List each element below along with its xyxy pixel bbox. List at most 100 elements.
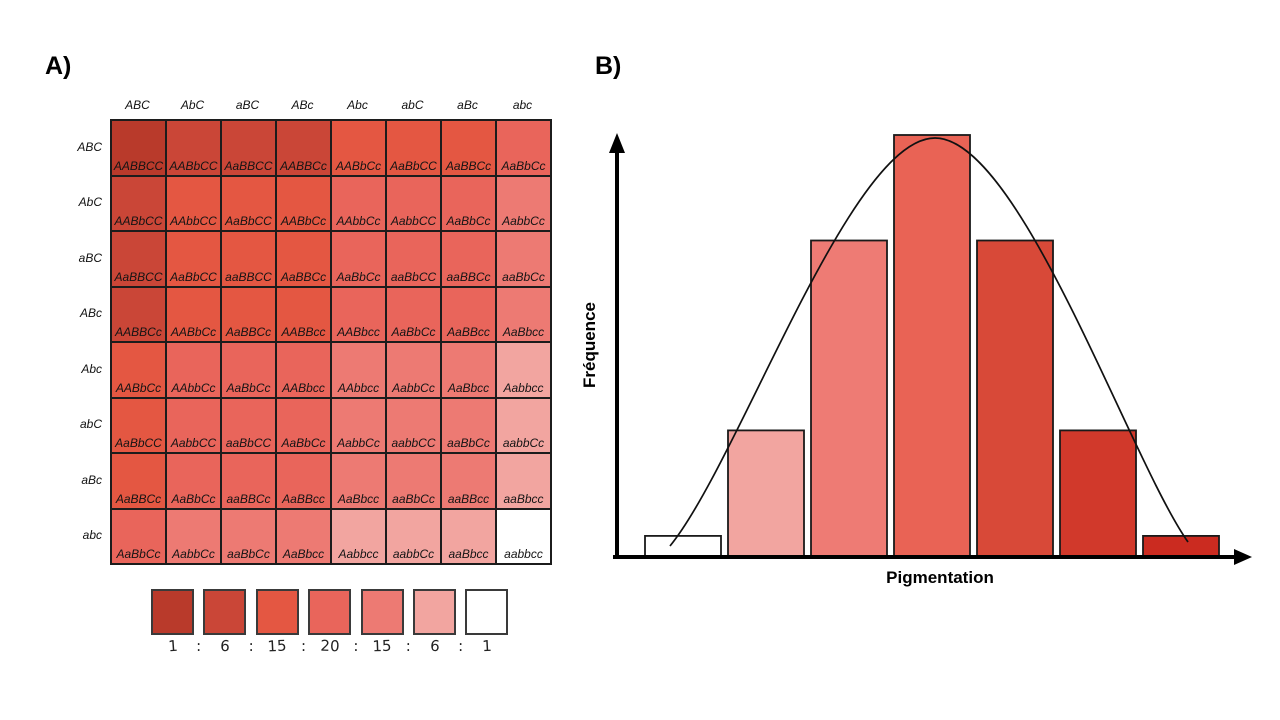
punnett-col-header: ABC — [125, 98, 150, 112]
y-axis-arrowhead — [609, 133, 625, 153]
legend-swatch — [413, 589, 456, 635]
punnett-cell: aaBBCc — [441, 231, 496, 287]
punnett-cell: AaBbCc — [331, 231, 386, 287]
normal-distribution-curve — [669, 137, 1189, 547]
punnett-cell: AaBbCC — [386, 120, 441, 176]
punnett-cell: AABBcc — [276, 286, 331, 342]
legend-swatch — [360, 589, 404, 635]
punnett-cell: AabbCC — [166, 397, 221, 453]
histogram-bar — [1142, 535, 1220, 558]
histogram-bar — [976, 239, 1054, 558]
ratio-separator: : — [353, 637, 359, 655]
x-axis-label: Pigmentation — [886, 568, 994, 587]
punnett-cell: AaBBCc — [276, 231, 331, 287]
punnett-cell: AABBCc — [276, 120, 331, 176]
punnett-cell: AaBbCc — [496, 120, 551, 176]
punnett-cell: AabbCC — [386, 175, 441, 231]
punnett-cell: AaBbcc — [331, 453, 386, 509]
punnett-cell: Aabbcc — [496, 342, 551, 398]
punnett-cell: AaBbcc — [496, 286, 551, 342]
punnett-cell: aaBbCc — [496, 231, 551, 287]
legend-swatch — [308, 589, 352, 635]
punnett-cell: AaBbCc — [111, 508, 166, 564]
punnett-cell: AABbCc — [166, 286, 221, 342]
ratio-separator: : — [458, 637, 464, 655]
punnett-cell: AaBBCc — [221, 286, 276, 342]
punnett-cell: AABbcc — [331, 286, 386, 342]
punnett-cell: AaBBcc — [441, 286, 496, 342]
punnett-cell: AabbCc — [331, 397, 386, 453]
punnett-cell: aaBBcc — [441, 453, 496, 509]
punnett-cell: aaBbCc — [221, 508, 276, 564]
panel-a-label: A) — [45, 52, 72, 80]
punnett-col-header: aBc — [457, 98, 478, 112]
punnett-col-header: ABc — [291, 98, 314, 112]
histogram-bar — [893, 134, 971, 558]
histogram-bar — [644, 535, 722, 558]
punnett-cell: AaBbCC — [111, 397, 166, 453]
punnett-col-header: abc — [512, 98, 533, 112]
histogram-bars — [644, 134, 1220, 558]
punnett-cell: AabbCc — [386, 342, 441, 398]
punnett-cell: aaBBCc — [221, 453, 276, 509]
punnett-cell: AABBCC — [111, 120, 166, 176]
punnett-cell: AaBBCC — [111, 231, 166, 287]
punnett-cell: AaBbCc — [221, 342, 276, 398]
punnett-cell: AABbCc — [111, 342, 166, 398]
x-axis-arrowhead — [1234, 549, 1252, 565]
punnett-cell: AaBbCc — [166, 453, 221, 509]
legend-swatch — [465, 589, 509, 635]
punnett-cell: aabbCc — [386, 508, 441, 564]
punnett-cell: AabbCc — [166, 508, 221, 564]
punnett-row-header: Abc — [81, 361, 102, 376]
punnett-cell: AaBBcc — [276, 453, 331, 509]
punnett-cell: AaBbcc — [441, 342, 496, 398]
punnett-cell: Aabbcc — [331, 508, 386, 564]
y-axis-label: Fréquence — [580, 302, 599, 388]
punnett-cell: AaBbCC — [166, 231, 221, 287]
punnett-column-headers: ABC AbC aBC ABc Abc abC aBc abc — [110, 98, 550, 112]
punnett-row-header: abC — [79, 417, 102, 432]
legend-swatch — [203, 589, 247, 635]
punnett-cell: aaBBCC — [221, 231, 276, 287]
punnett-row-header: ABc — [79, 306, 102, 321]
punnett-cell: AaBBCc — [111, 453, 166, 509]
punnett-cell: AaBbCC — [221, 175, 276, 231]
punnett-cell: AAbbCc — [331, 175, 386, 231]
x-axis — [613, 549, 1252, 565]
histogram-bar — [1059, 429, 1137, 558]
punnett-cell: AaBbCc — [386, 286, 441, 342]
histogram-bar — [810, 239, 888, 558]
punnett-cell: AaBBCC — [221, 120, 276, 176]
punnett-row-headers: ABC AbC aBC ABc Abc abC aBc abc — [28, 119, 102, 563]
punnett-cell: aaBbCc — [441, 397, 496, 453]
punnett-cell: AABbCC — [166, 120, 221, 176]
punnett-cell: AABbCc — [276, 175, 331, 231]
punnett-row-header: ABC — [77, 139, 102, 154]
punnett-cell: AaBbcc — [276, 508, 331, 564]
y-axis — [609, 133, 625, 559]
legend-swatch — [151, 589, 194, 635]
punnett-col-header: abC — [401, 98, 424, 112]
punnett-col-header: AbC — [180, 98, 205, 112]
ratio-separator: : — [196, 637, 202, 655]
ratio-separator: : — [300, 637, 307, 655]
punnett-cell: aaBbCc — [386, 453, 441, 509]
punnett-cell: AAbbCc — [166, 342, 221, 398]
ratio-separator: : — [405, 637, 411, 655]
punnett-row-header: aBc — [81, 472, 102, 487]
punnett-cell: aaBbcc — [496, 453, 551, 509]
punnett-cell: AAbbCC — [166, 175, 221, 231]
punnett-cell: AABbCc — [331, 120, 386, 176]
punnett-square: AABBCC AABbCC AaBBCC AABBCc AABbCc AaBbCC AaBB… — [110, 119, 552, 565]
punnett-row-header: AbC — [78, 195, 102, 210]
punnett-cell: AAbbcc — [331, 342, 386, 398]
punnett-cell: aabbcc — [496, 508, 551, 564]
panel-b-label: B) — [595, 52, 622, 80]
legend-swatch — [255, 589, 299, 635]
punnett-cell: aaBbCC — [221, 397, 276, 453]
punnett-cell: aaBbcc — [441, 508, 496, 564]
punnett-row-header: aBC — [78, 250, 102, 265]
